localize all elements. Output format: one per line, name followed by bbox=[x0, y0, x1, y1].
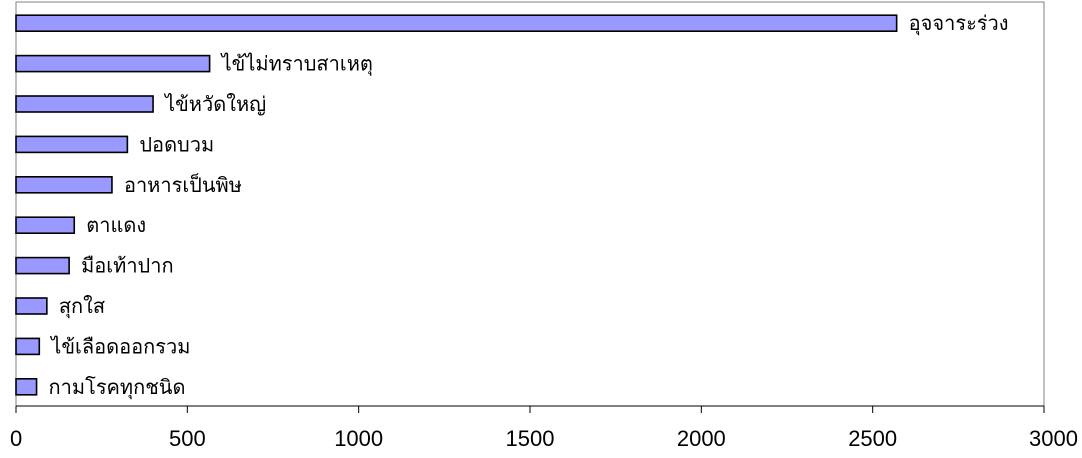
bar-2 bbox=[15, 54, 211, 73]
bar-9 bbox=[15, 337, 41, 356]
category-label-6: ตาแดง bbox=[86, 213, 146, 237]
x-tick-label-5: 2500 bbox=[848, 426, 897, 451]
x-tick-label-4: 2000 bbox=[677, 426, 726, 451]
category-label-9: ไข้เลือดออกรวม bbox=[49, 334, 190, 358]
category-label-3: ไข้หวัดใหญ่ bbox=[163, 92, 266, 116]
bar-5 bbox=[15, 176, 113, 194]
bars-group bbox=[15, 14, 898, 396]
bar-10 bbox=[15, 377, 38, 396]
x-tick-label-6: 3000 bbox=[1029, 426, 1078, 451]
x-tick-label-3: 1500 bbox=[506, 426, 555, 451]
category-label-1: อุจจาระร่วง bbox=[909, 11, 1009, 36]
category-label-5: อาหารเป็นพิษ bbox=[124, 172, 242, 197]
bar-6 bbox=[15, 216, 76, 234]
bar-7 bbox=[15, 256, 70, 275]
bar-4 bbox=[15, 135, 129, 154]
x-ticks-group bbox=[15, 406, 1045, 413]
x-tick-labels-group: 0 500 1000 1500 2000 2500 3000 bbox=[10, 426, 1078, 451]
category-label-4: ปอดบวม bbox=[139, 132, 214, 156]
bar-3 bbox=[15, 95, 154, 113]
category-label-2: ไข้ไม่ทราบสาเหตุ bbox=[220, 52, 373, 77]
category-label-8: สุกใส bbox=[59, 294, 105, 319]
x-tick-label-0: 0 bbox=[10, 426, 22, 451]
x-tick-label-2: 1000 bbox=[334, 426, 383, 451]
x-tick-label-1: 500 bbox=[169, 426, 206, 451]
category-label-10: กามโรคทุกชนิด bbox=[49, 375, 186, 400]
category-label-7: มือเท้าปาก bbox=[81, 254, 173, 278]
bar-1 bbox=[15, 14, 898, 32]
category-labels-group: อุจจาระร่วงไข้ไม่ทราบสาเหตุไข้หวัดใหญ่ปอ… bbox=[49, 11, 1009, 400]
bar-8 bbox=[15, 297, 48, 315]
